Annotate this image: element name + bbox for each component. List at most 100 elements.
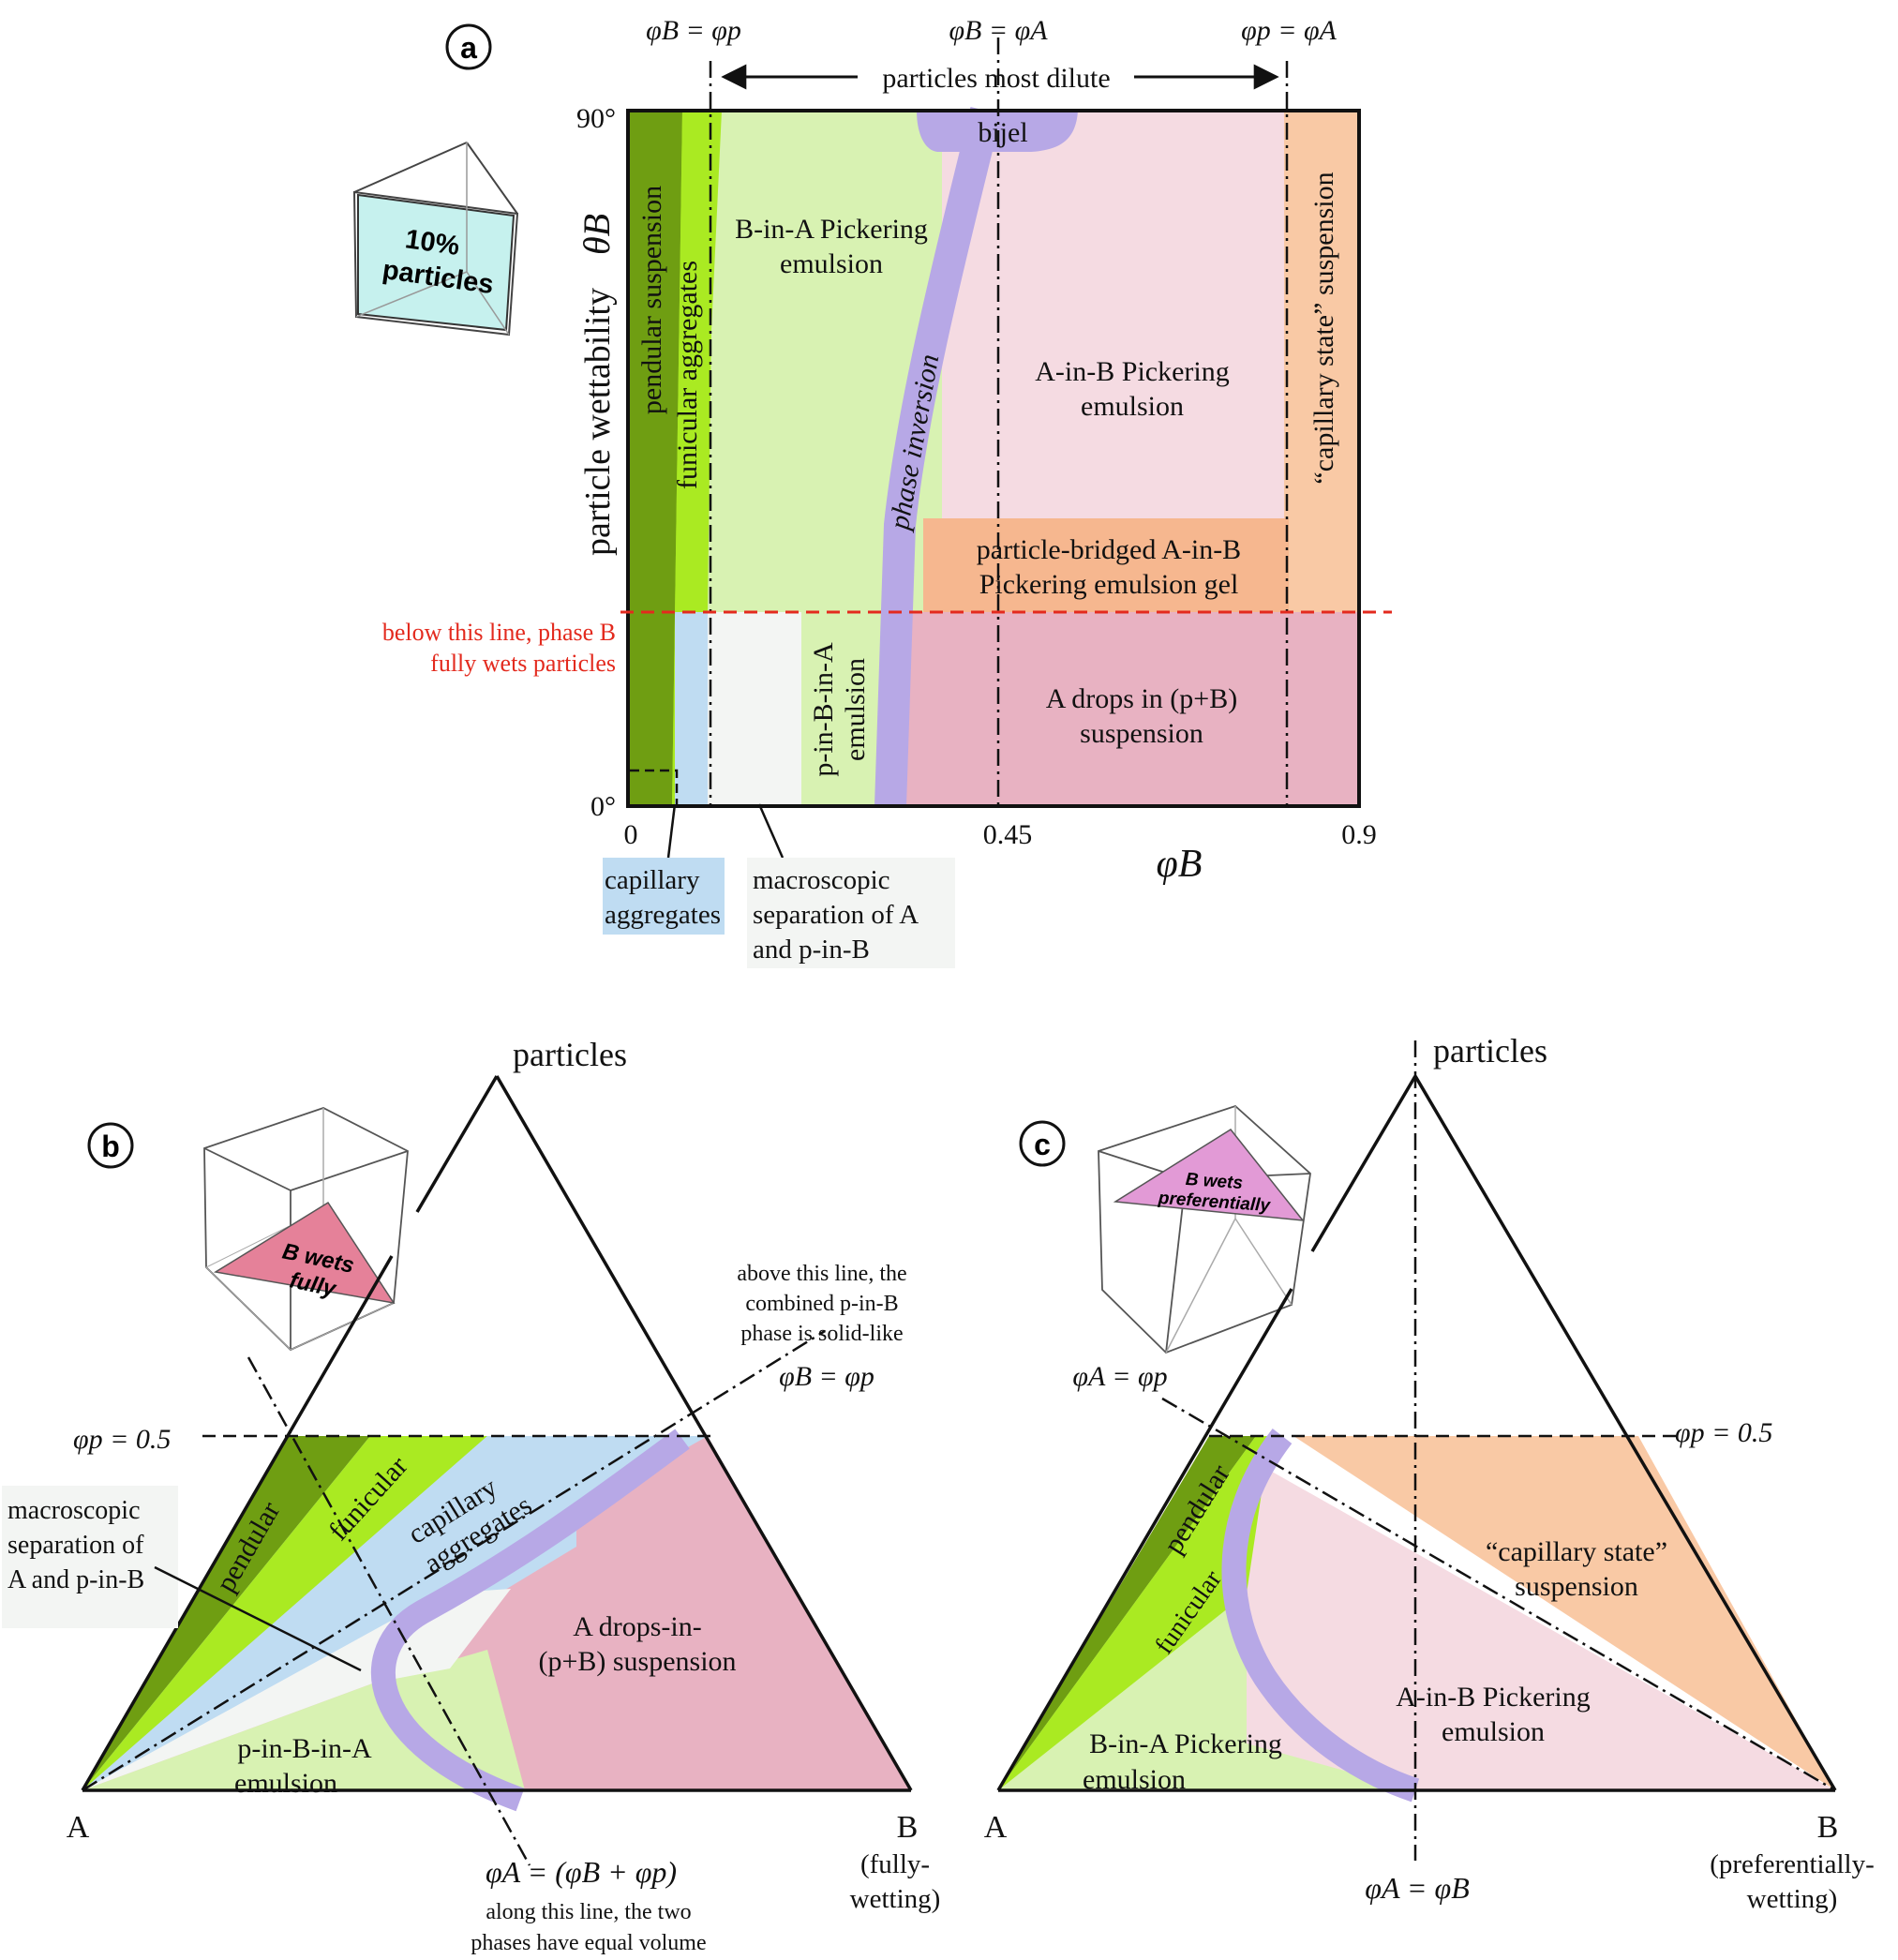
b-label-pba-2: emulsion: [234, 1768, 337, 1799]
macro-box-2: separation of A: [753, 900, 919, 930]
macro-separation-box: [747, 858, 955, 968]
capillary-pointer: [666, 803, 677, 859]
panel-b-label: b: [101, 1130, 120, 1163]
panel-a-label: a: [460, 31, 477, 65]
red-note-1: below this line, phase B: [382, 619, 616, 646]
b-vertex-b-2: (fully-: [860, 1849, 930, 1879]
label-bijel: bijel: [978, 117, 1027, 148]
b-apex-label: particles: [513, 1036, 627, 1073]
region-macro-separation: [708, 612, 801, 806]
label-bridged-2: Pickering emulsion gel: [979, 569, 1239, 600]
b-top-note-3: phase is solid-like: [740, 1322, 903, 1346]
b-vertex-b-3: wetting): [850, 1884, 941, 1914]
panel-a-label-circle: [445, 23, 492, 70]
b-phase-inversion-band: [370, 1429, 690, 1812]
c-region-funicular: [998, 1436, 1270, 1790]
panel-b-inset: B wets fully: [203, 1107, 409, 1352]
panel-a-frame: [626, 109, 1361, 808]
region-pendular: [628, 111, 682, 806]
b-vertex-a: A: [67, 1810, 90, 1845]
c-label-a-in-b-2: emulsion: [1442, 1716, 1545, 1747]
b-bottom-note-2: phases have equal volume: [471, 1931, 706, 1955]
dilute-label: particles most dilute: [882, 63, 1110, 94]
c-label-b-in-a-1: B-in-A Pickering: [1089, 1728, 1282, 1759]
panel-a-inset: 10% particles: [352, 142, 519, 337]
c-vertex-b-2: (preferentially-: [1710, 1849, 1875, 1879]
region-capillary-state: [1284, 111, 1359, 612]
label-b-in-a-1: B-in-A Pickering: [735, 214, 928, 245]
b-top-note-1: above this line, the: [737, 1262, 906, 1286]
panel-b: b B wets fully φp = 0.5: [2, 1036, 940, 1955]
b-line-equal-volume: [247, 1356, 531, 1866]
c-label-a-in-b-1: A-in-B Pickering: [1396, 1682, 1590, 1713]
capillary-box-1: capillary: [605, 865, 700, 895]
c-label-capillary-state-2: suspension: [1515, 1571, 1638, 1602]
macro-pointer: [757, 803, 785, 859]
xtick-045: 0.45: [983, 819, 1033, 850]
xtick-0: 0: [624, 819, 638, 850]
label-p-in-b-in-a-2: emulsion: [840, 658, 871, 761]
yaxis-label: particle wettability: [578, 288, 618, 556]
b-bottom-formula: φA = (φB + φp): [486, 1855, 677, 1889]
inset-b-wets-fully-plane: [213, 1201, 396, 1305]
label-b-in-a-2: emulsion: [780, 248, 883, 279]
label-phiB-eq-phiA: φB = φA: [949, 15, 1048, 46]
c-vertex-b: B: [1817, 1810, 1839, 1845]
region-capillary-aggregates: [675, 612, 708, 806]
label-funicular: funicular aggregates: [672, 261, 703, 489]
panel-c-label-circle: [1019, 1120, 1066, 1167]
c-apex-label: particles: [1433, 1032, 1547, 1070]
inset-b-wets-preferentially-plane: [1113, 1129, 1305, 1221]
panel-b-label-circle: [87, 1122, 134, 1169]
label-phiB-eq-phip: φB = φp: [646, 15, 741, 46]
c-bottom-formula: φA = φB: [1365, 1871, 1470, 1905]
b-top-note-2: combined p-in-B: [745, 1292, 898, 1316]
capillary-aggregates-box: [603, 858, 725, 935]
label-bridged-1: particle-bridged A-in-B: [977, 534, 1241, 565]
red-note-2: fully wets particles: [430, 650, 616, 677]
c-label-capillary-state-1: “capillary state”: [1486, 1536, 1667, 1567]
b-macro-box: [2, 1486, 178, 1628]
label-a-drops-2: suspension: [1080, 718, 1203, 749]
b-vertex-b: B: [897, 1810, 919, 1845]
b-macro-2: separation of: [7, 1531, 144, 1560]
xtick-09: 0.9: [1341, 819, 1377, 850]
b-macro-3: A and p-in-B: [7, 1565, 144, 1594]
b-phiB-eq-phip: φB = φp: [779, 1361, 874, 1392]
xaxis-symbol: φB: [1157, 843, 1203, 886]
inset-c-line1: B wets: [1185, 1170, 1244, 1193]
panel-c-inset: B wets preferentially: [1098, 1104, 1311, 1354]
b-label-a-drops-2: (p+B) suspension: [538, 1646, 736, 1677]
label-a-drops-1: A drops in (p+B): [1046, 683, 1237, 714]
b-bottom-note-1: along this line, the two: [486, 1900, 691, 1924]
b-macro-1: macroscopic: [7, 1496, 141, 1525]
panel-a: a 10% particles: [352, 15, 1392, 968]
c-vertex-b-3: wetting): [1747, 1884, 1838, 1914]
label-pendular: pendular suspension: [636, 186, 667, 414]
capillary-box-2: aggregates: [605, 900, 721, 930]
phase-inversion-band: [874, 106, 1002, 807]
ytick-0: 0°: [590, 791, 616, 822]
ytick-90: 90°: [576, 103, 616, 134]
c-line-phiA-eq-phip: [1161, 1397, 1836, 1792]
c-region-capillary-state: [1293, 1436, 1835, 1790]
panel-c-label: c: [1034, 1128, 1051, 1161]
b-macro-pointer: [154, 1565, 362, 1672]
c-phip-label: φp = 0.5: [1675, 1417, 1772, 1448]
yaxis-symbol: θB: [575, 214, 618, 255]
c-phiA-eq-phip: φA = φp: [1072, 1361, 1167, 1392]
c-phase-inversion-band: [1221, 1429, 1420, 1803]
label-capillary-state: “capillary state” suspension: [1308, 172, 1339, 484]
c-label-b-in-a-2: emulsion: [1083, 1764, 1186, 1795]
macro-box-3: and p-in-B: [753, 935, 870, 965]
b-label-a-drops-1: A drops-in-: [573, 1611, 702, 1642]
b-line-phiB-eq-phip: [82, 1329, 826, 1792]
b-label-pba-1: p-in-B-in-A: [237, 1733, 372, 1764]
region-a-drops: [895, 612, 1359, 806]
label-a-in-b-1: A-in-B Pickering: [1035, 356, 1229, 387]
b-region-p-in-b-in-a: [82, 1650, 525, 1790]
c-vertex-a: A: [984, 1810, 1008, 1845]
label-a-in-b-2: emulsion: [1081, 391, 1184, 422]
region-particle-bridged: [923, 518, 1289, 612]
